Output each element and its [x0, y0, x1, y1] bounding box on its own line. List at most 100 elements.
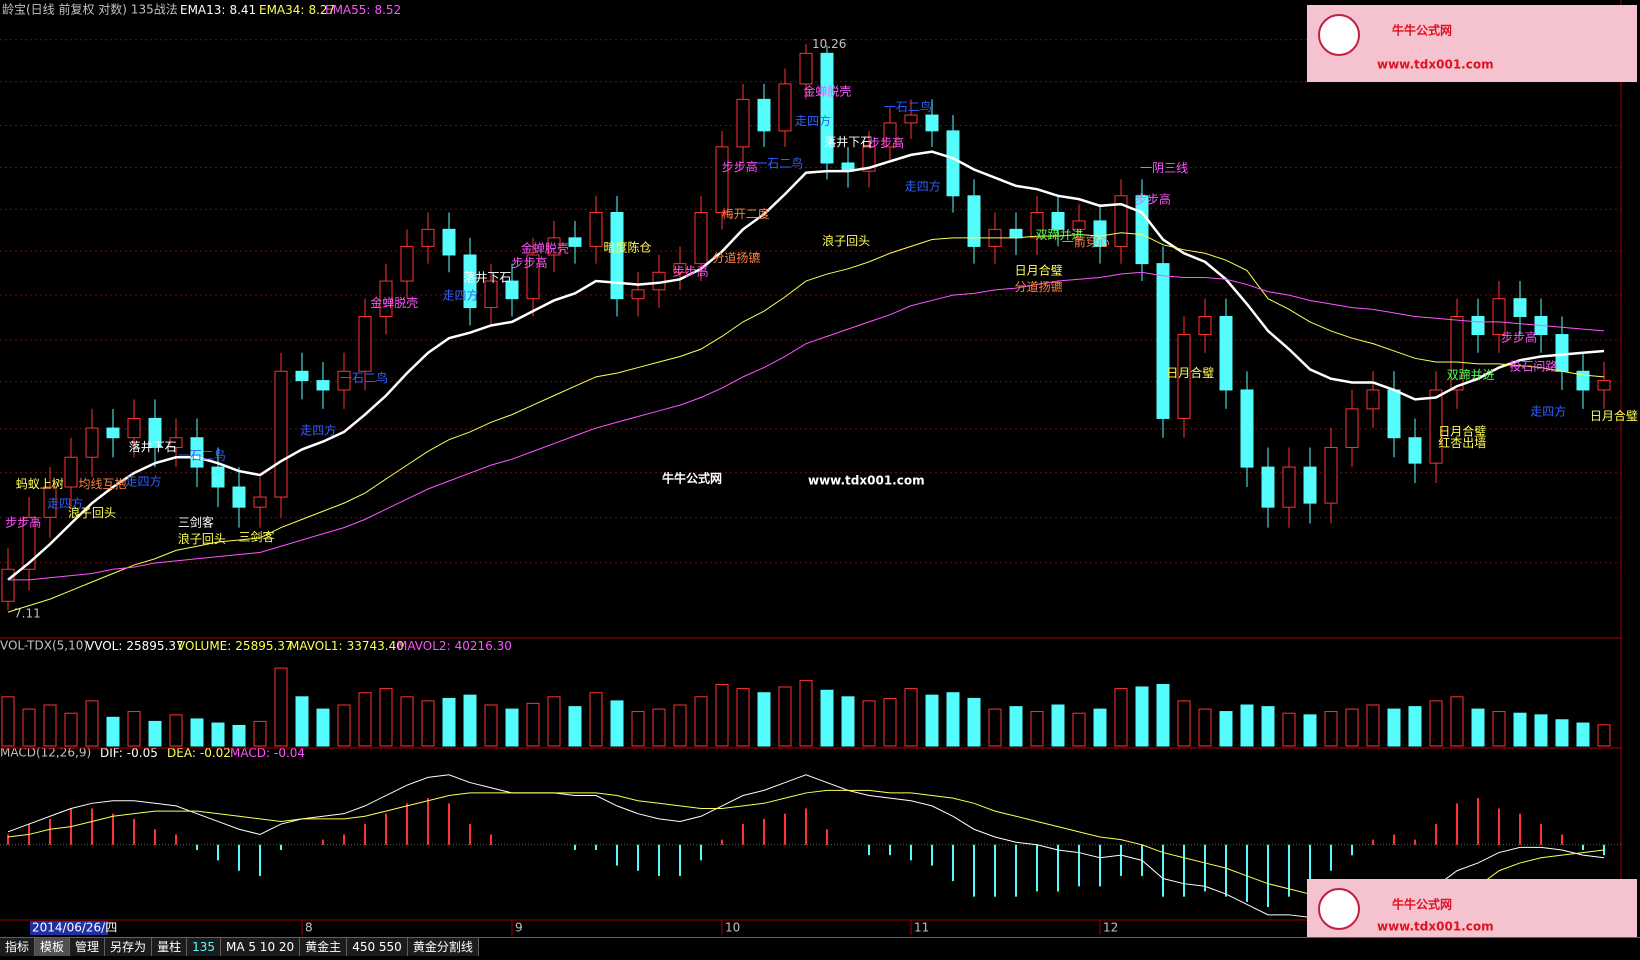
candle-body — [1471, 316, 1485, 336]
candle-body — [1, 568, 15, 602]
candle-body — [631, 289, 645, 300]
volume-bar — [1198, 708, 1212, 747]
volume-bar — [1408, 706, 1422, 747]
candle-body — [1366, 389, 1380, 410]
volume-bar — [631, 711, 645, 747]
pattern-label: 走四方 — [300, 422, 336, 437]
candle-body — [1450, 316, 1464, 391]
volume-bar — [358, 692, 372, 747]
volume-bar — [526, 702, 540, 747]
legend-value: -0.02 — [200, 746, 231, 760]
toolbar-tab[interactable]: 量柱 — [152, 938, 188, 956]
candle-body — [589, 211, 603, 247]
candle-body — [1303, 466, 1317, 504]
ema-line — [7, 150, 1605, 581]
toolbar-tab[interactable]: 指标 — [0, 938, 36, 956]
cursor-date: 2014/06/26/四 — [32, 921, 117, 935]
toolbar-tab[interactable]: 另存为 — [105, 938, 153, 956]
candle-body — [1072, 220, 1086, 230]
volume-bar — [169, 714, 183, 747]
toolbar-tab[interactable]: 管理 — [70, 938, 106, 956]
candle-body — [715, 146, 729, 213]
pattern-label: 投石问路 — [1509, 359, 1557, 374]
toolbar-tab[interactable]: 黄金分割线 — [407, 938, 479, 956]
volume-bar — [1534, 714, 1548, 747]
pattern-label: 日月合璧 — [1438, 423, 1486, 438]
candle-body — [358, 316, 372, 372]
pattern-label: 步步高 — [511, 255, 547, 270]
legend-value: 40216.30 — [455, 639, 512, 653]
pattern-label: 红杏出墙 — [1438, 435, 1486, 450]
toolbar-tab[interactable]: MA 5 10 20 — [220, 938, 301, 956]
volume-bar — [1324, 711, 1338, 747]
volume-bar — [841, 696, 855, 747]
volume-bar — [463, 694, 477, 747]
x-tick-label: 9 — [515, 921, 523, 935]
toolbar-tab[interactable]: 模板 — [35, 938, 71, 956]
candle-body — [1219, 316, 1233, 391]
pattern-label: 三剑客 — [178, 515, 214, 530]
volume-bar — [673, 704, 687, 747]
legend-value: 8.41 — [229, 3, 256, 17]
pattern-label: 步步高 — [5, 515, 41, 530]
macd-legend: DIF: -0.05 — [100, 746, 158, 760]
pattern-label: 一石二鸟 — [178, 448, 226, 463]
pattern-label: 一石二鸟 — [340, 370, 388, 385]
candle-body — [1555, 334, 1569, 372]
macd-legend: DEA: -0.02 — [167, 746, 231, 760]
legend-value: 8.52 — [374, 3, 401, 17]
legend-value: 33743.40 — [347, 639, 404, 653]
volume-bar — [799, 679, 813, 747]
candle-body — [1429, 389, 1443, 464]
volume-bar — [1555, 719, 1569, 747]
volume-bar — [148, 720, 162, 747]
pattern-label: 落井下石 — [129, 440, 177, 454]
candle-body — [1492, 298, 1506, 336]
candle-body — [127, 417, 141, 439]
volume-bar — [232, 725, 246, 747]
pattern-label: 一石二鸟 — [884, 99, 932, 114]
volume-bar — [925, 694, 939, 747]
pattern-label: 落井下石 — [463, 271, 511, 285]
candle-body — [547, 237, 561, 256]
candle-body — [85, 427, 99, 458]
logo-url: www.tdx001.com — [1377, 58, 1494, 72]
volume-bar — [589, 692, 603, 747]
candle-body — [757, 98, 771, 132]
volume-bar — [988, 708, 1002, 747]
candle-body — [484, 280, 498, 309]
volume-bar — [1072, 712, 1086, 747]
watermark-url: www.tdx001.com — [808, 474, 925, 488]
candle-body — [1345, 408, 1359, 448]
pattern-label: 步步高 — [673, 263, 709, 278]
volume-bar — [568, 706, 582, 747]
volume-bar — [190, 718, 204, 747]
toolbar: 指标 模板 管理 另存为 量柱 135 MA 5 10 20 黄金主 450 550 黄金分割线 — [0, 937, 1640, 956]
toolbar-tab[interactable]: 450 550 — [347, 938, 408, 956]
volume-bar — [1366, 704, 1380, 747]
pattern-label: 一阴三线 — [1140, 161, 1188, 175]
pattern-label: 浪子回头 — [178, 531, 226, 546]
volume-bar — [610, 700, 624, 747]
x-tick-label: 12 — [1103, 921, 1118, 935]
volume-bar — [1114, 688, 1128, 747]
volume-bar — [1471, 708, 1485, 747]
volume-legend: MAVOL1: 33743.40 — [289, 639, 404, 653]
candle-body — [211, 466, 225, 488]
candle-body — [64, 456, 78, 488]
candle-body — [1324, 446, 1338, 504]
toolbar-tab[interactable]: 135 — [187, 938, 221, 956]
volume-bar — [1030, 711, 1044, 747]
candle-body — [1513, 298, 1527, 318]
x-tick-label: 11 — [914, 921, 929, 935]
volume-bar — [652, 708, 666, 747]
legend-name: EMA34: — [259, 3, 304, 17]
pattern-label: 走四方 — [905, 179, 941, 194]
candle-body — [1009, 228, 1023, 239]
macd-title: MACD(12,26,9) — [0, 746, 91, 760]
pattern-label: 分道扬镳 — [712, 250, 760, 265]
toolbar-tab[interactable]: 黄金主 — [300, 938, 348, 956]
volume-legend: VOLUME: 25895.37 — [177, 639, 293, 653]
legend-name: MACD: — [230, 746, 270, 760]
volume-bar — [1492, 711, 1506, 747]
